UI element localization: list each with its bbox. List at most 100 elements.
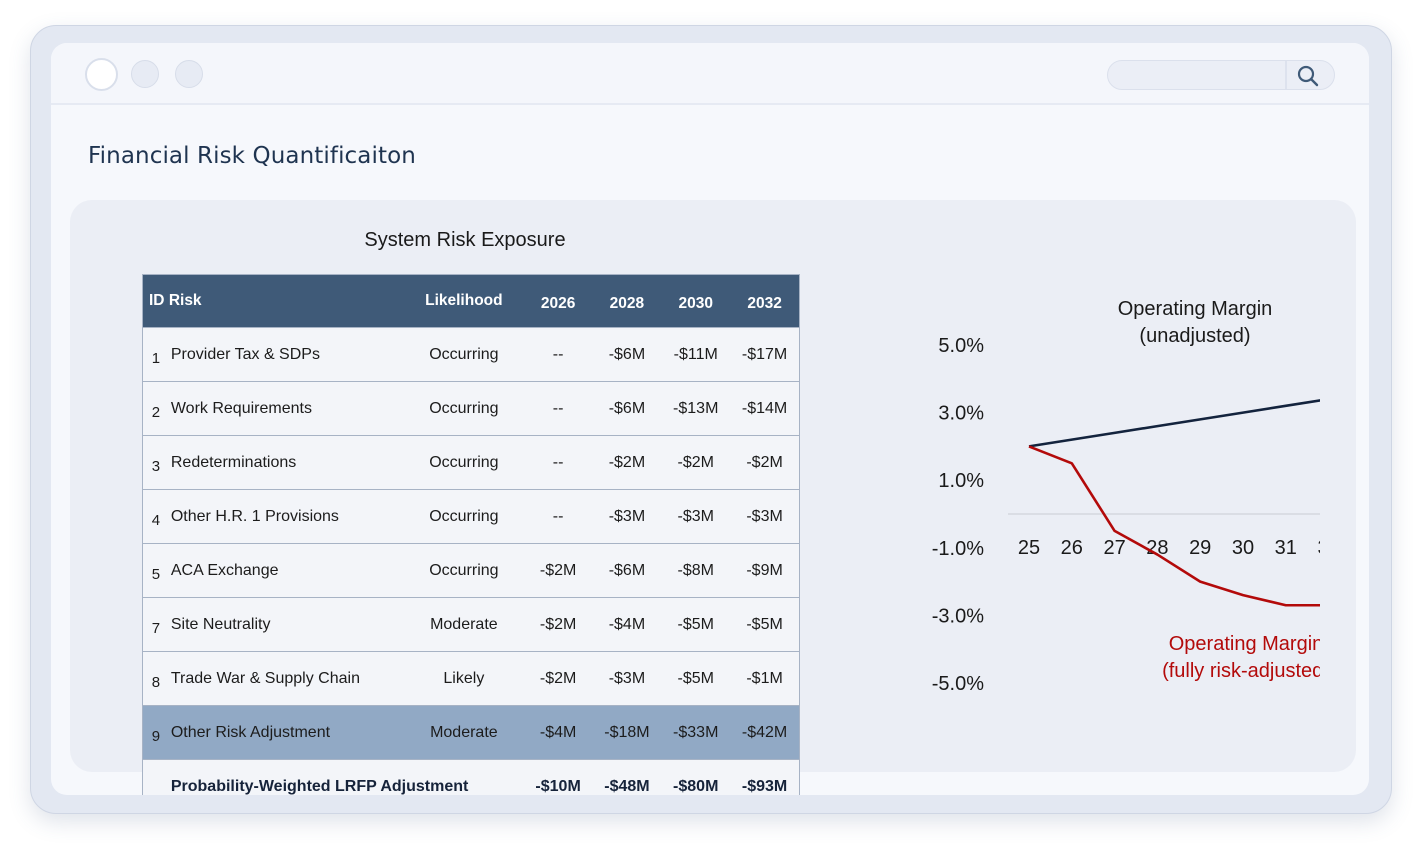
row-risk: Trade War & Supply Chain — [168, 651, 405, 706]
risk-exposure-table: ID Risk Likelihood 2026 2028 2030 2032 1… — [142, 274, 800, 795]
total-2026: -$10M — [523, 759, 593, 795]
series-label-unadjusted: Operating Margin — [1118, 298, 1273, 320]
row-2032: -$14M — [730, 381, 800, 436]
x-tick-label: 27 — [1103, 537, 1125, 559]
row-id: 8 — [142, 651, 169, 706]
series-label-unadjusted: (unadjusted) — [1139, 325, 1250, 347]
row-risk: Site Neutrality — [168, 597, 405, 652]
table-row: 2 Work Requirements Occurring -- -$6M -$… — [142, 381, 800, 436]
row-risk: Other Risk Adjustment — [168, 705, 405, 760]
x-tick-label: 26 — [1061, 537, 1083, 559]
row-2028: -$3M — [592, 651, 662, 706]
row-risk: Redeterminations — [168, 435, 405, 490]
row-likelihood: Moderate — [404, 597, 524, 652]
y-tick-label: 1.0% — [938, 470, 984, 492]
header-likelihood: Likelihood — [404, 274, 524, 328]
series-line-risk-adjusted — [1028, 445, 1320, 607]
row-2030: -$5M — [661, 597, 731, 652]
row-risk: Work Requirements — [168, 381, 405, 436]
row-2032: -$5M — [730, 597, 800, 652]
header-2032: 2032 — [730, 274, 800, 328]
table-row-highlighted: 9 Other Risk Adjustment Moderate -$4M -$… — [142, 705, 800, 760]
window-toolbar — [51, 43, 1369, 105]
row-2026: -$2M — [523, 651, 593, 706]
row-2032: -$9M — [730, 543, 800, 598]
y-tick-label: -3.0% — [932, 605, 984, 627]
row-likelihood: Moderate — [404, 705, 524, 760]
content-panel: System Risk Exposure ID Risk Likelihood … — [70, 200, 1356, 795]
row-risk: Provider Tax & SDPs — [168, 327, 405, 382]
x-tick-label: 32 — [1317, 537, 1320, 559]
y-tick-label: 3.0% — [938, 403, 984, 425]
row-2030: -$8M — [661, 543, 731, 598]
header-risk: Risk — [168, 292, 202, 309]
row-2028: -$4M — [592, 597, 662, 652]
row-likelihood: Occurring — [404, 435, 524, 490]
search-icon[interactable] — [1296, 65, 1320, 87]
row-2032: -$42M — [730, 705, 800, 760]
row-2030: -$5M — [661, 651, 731, 706]
row-id: 3 — [142, 435, 169, 490]
header-2028: 2028 — [592, 274, 662, 328]
row-2032: -$2M — [730, 435, 800, 490]
row-id: 5 — [142, 543, 169, 598]
header-id: ID — [149, 292, 165, 309]
row-likelihood: Occurring — [404, 381, 524, 436]
table-total-row: Probability-Weighted LRFP Adjustment -$1… — [142, 759, 800, 795]
row-2028: -$3M — [592, 489, 662, 544]
header-id-risk: ID Risk — [142, 274, 405, 328]
operating-margin-chart: 5.0% 3.0% 1.0% -1.0% -3.0% -5.0% 25 26 27 28 29 30 3… — [932, 298, 1320, 695]
row-id: 1 — [142, 327, 169, 382]
row-2026: -- — [523, 489, 593, 544]
x-tick-label: 31 — [1275, 537, 1297, 559]
row-likelihood: Likely — [404, 651, 524, 706]
total-id — [142, 759, 169, 795]
table-row: 4 Other H.R. 1 Provisions Occurring -- -… — [142, 489, 800, 544]
row-id: 2 — [142, 381, 169, 436]
table-row: 7 Site Neutrality Moderate -$2M -$4M -$5… — [142, 597, 800, 652]
row-2026: -- — [523, 381, 593, 436]
row-likelihood: Occurring — [404, 543, 524, 598]
row-id: 7 — [142, 597, 169, 652]
total-label: Probability-Weighted LRFP Adjustment — [168, 759, 524, 795]
row-2032: -$17M — [730, 327, 800, 382]
y-tick-label: -1.0% — [932, 538, 984, 560]
total-2032: -$93M — [730, 759, 800, 795]
search-input[interactable] — [1107, 60, 1335, 90]
row-likelihood: Occurring — [404, 327, 524, 382]
x-tick-label: 25 — [1018, 537, 1040, 559]
row-2028: -$6M — [592, 327, 662, 382]
window-control-maximize[interactable] — [175, 60, 203, 88]
series-line-unadjusted — [1028, 399, 1320, 448]
series-label-risk-adjusted: Operating Margin — [1169, 633, 1320, 655]
x-tick-label: 29 — [1189, 537, 1211, 559]
window-control-minimize[interactable] — [131, 60, 159, 88]
row-2028: -$6M — [592, 543, 662, 598]
table-header-row: ID Risk Likelihood 2026 2028 2030 2032 — [142, 274, 800, 328]
header-2030: 2030 — [661, 274, 731, 328]
row-2030: -$3M — [661, 489, 731, 544]
search-divider — [1285, 61, 1287, 89]
row-risk: ACA Exchange — [168, 543, 405, 598]
row-2026: -$2M — [523, 543, 593, 598]
window-control-close[interactable] — [85, 58, 118, 91]
series-label-risk-adjusted: (fully risk-adjusted) — [1162, 660, 1320, 682]
row-2028: -$6M — [592, 381, 662, 436]
table-title: System Risk Exposure — [364, 229, 566, 251]
row-likelihood: Occurring — [404, 489, 524, 544]
total-2028: -$48M — [592, 759, 662, 795]
total-2030: -$80M — [661, 759, 731, 795]
row-risk: Other H.R. 1 Provisions — [168, 489, 405, 544]
header-2026: 2026 — [523, 274, 593, 328]
row-2026: -- — [523, 435, 593, 490]
row-2028: -$18M — [592, 705, 662, 760]
row-id: 4 — [142, 489, 169, 544]
table-row: 8 Trade War & Supply Chain Likely -$2M -… — [142, 651, 800, 706]
row-2026: -$2M — [523, 597, 593, 652]
table-row: 5 ACA Exchange Occurring -$2M -$6M -$8M … — [142, 543, 800, 598]
row-2032: -$3M — [730, 489, 800, 544]
row-2030: -$13M — [661, 381, 731, 436]
x-tick-label: 28 — [1146, 537, 1168, 559]
y-tick-label: -5.0% — [932, 673, 984, 695]
y-tick-label: 5.0% — [938, 335, 984, 357]
